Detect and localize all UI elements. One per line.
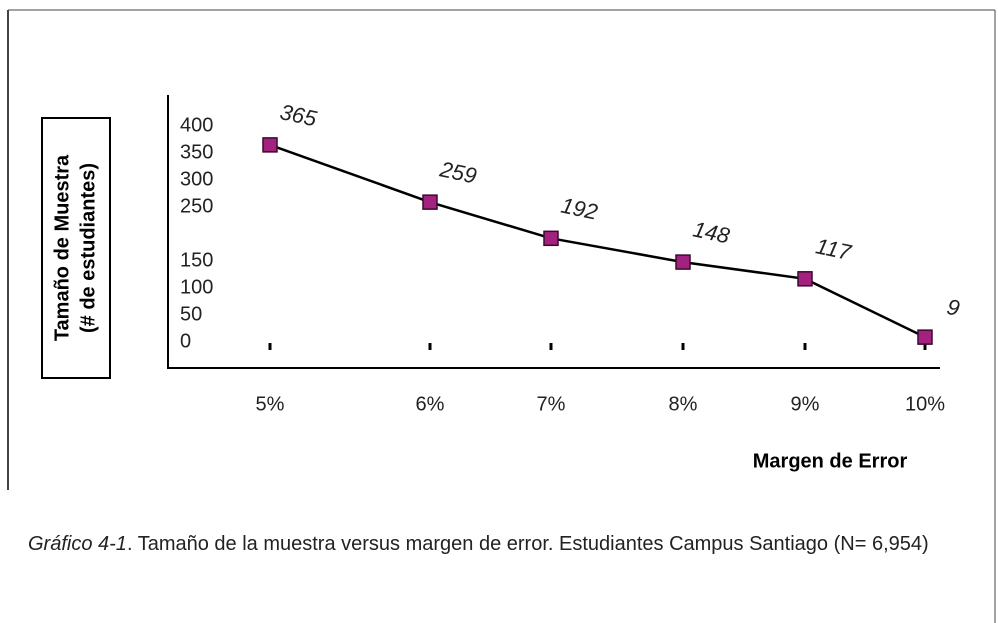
y-tick-label: 150 — [180, 249, 213, 271]
y-tick-label: 400 — [180, 114, 213, 136]
data-label: 365 — [278, 99, 320, 131]
data-label: 192 — [559, 193, 600, 225]
caption: Gráfico 4-1. Tamaño de la muestra versus… — [28, 530, 978, 558]
y-tick-label: 350 — [180, 141, 213, 163]
marker — [675, 254, 691, 270]
x-tick-label: 10% — [905, 393, 945, 415]
marker — [262, 137, 278, 153]
y-tick-label: 50 — [180, 303, 202, 325]
line — [269, 143, 926, 339]
data-label: 117 — [814, 233, 854, 265]
y-label-line: Tamaño de Muestra — [51, 154, 73, 341]
caption-label: Gráfico 4-1 — [28, 533, 127, 555]
data-label: 148 — [691, 216, 733, 248]
marker — [917, 329, 933, 345]
y-label-box — [41, 117, 111, 379]
marker — [422, 194, 438, 210]
x-tick-label: 6% — [416, 393, 445, 415]
y-tick-label: 0 — [180, 330, 191, 352]
data-label: 9 — [945, 294, 962, 321]
y-label: Tamaño de Muestra (# de estudiantes) — [51, 154, 99, 341]
y-tick-label: 100 — [180, 276, 213, 298]
x-tick-label: 5% — [256, 393, 285, 415]
caption-text: . Tamaño de la muestra versus margen de … — [126, 533, 929, 555]
x-label: Margen de Error — [753, 450, 908, 472]
y-label-line: (# de estudiantes) — [77, 163, 99, 333]
x-tick-label: 9% — [791, 393, 820, 415]
x-tick-label: 8% — [669, 393, 698, 415]
y-tick-label: 300 — [180, 168, 213, 190]
marker — [543, 230, 559, 247]
data-label: 259 — [437, 156, 479, 188]
x-tick-label: 7% — [537, 393, 566, 415]
y-tick-label: 250 — [180, 195, 213, 217]
marker — [797, 271, 813, 287]
